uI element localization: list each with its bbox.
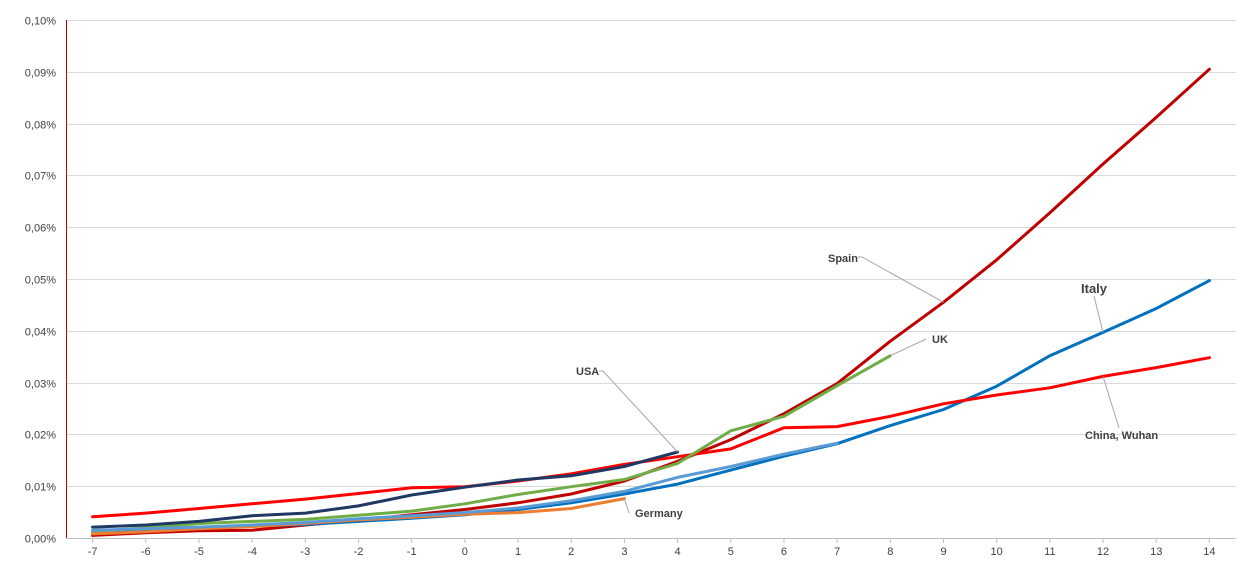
x-tick-label: 4 xyxy=(675,546,681,558)
series-line-italy xyxy=(91,279,1211,533)
x-tick-label: 9 xyxy=(940,546,946,558)
x-tick-label: 12 xyxy=(1097,546,1109,558)
x-tick-label: 8 xyxy=(887,546,893,558)
x-tick-label: -7 xyxy=(88,546,98,558)
x-tick-label: -1 xyxy=(407,546,417,558)
y-tick-label: 0,03% xyxy=(25,379,56,391)
series-line-spain xyxy=(91,67,1211,537)
series-line-uk xyxy=(91,354,892,534)
x-tick-label: 13 xyxy=(1150,546,1162,558)
y-tick-label: 0,07% xyxy=(25,171,56,183)
callout-label-uk: UK xyxy=(932,334,948,346)
leader-line-china-wuhan xyxy=(1102,376,1120,429)
leader-line-uk xyxy=(890,338,927,357)
series-line-usa xyxy=(91,450,680,529)
leader-line-germany xyxy=(623,498,630,514)
x-tick-label: -3 xyxy=(300,546,310,558)
y-tick-label: 0,08% xyxy=(25,120,56,132)
x-tick-label: 2 xyxy=(568,546,574,558)
gridlines xyxy=(66,20,1236,487)
y-axis: 0,00% 0,01% 0,02% 0,03% 0,04% 0,05% 0,06% 0,07%… xyxy=(25,16,67,546)
callout-label-china-wuhan: China, Wuhan xyxy=(1085,430,1158,442)
leader-line-italy xyxy=(1093,295,1104,333)
x-tick-label: 1 xyxy=(515,546,521,558)
x-tick-label: 6 xyxy=(781,546,787,558)
x-tick-label: 11 xyxy=(1044,546,1055,558)
x-tick-label: -5 xyxy=(194,546,204,558)
x-tick-label: 14 xyxy=(1203,546,1215,558)
leader-line-spain xyxy=(861,256,944,303)
series-line-china-wuhan xyxy=(91,356,1211,519)
callout-label-spain: Spain xyxy=(828,253,858,265)
callout-label-germany: Germany xyxy=(635,508,684,520)
y-tick-label: 0,06% xyxy=(25,223,56,235)
series-lines xyxy=(91,67,1211,537)
y-tick-label: 0,05% xyxy=(25,275,56,287)
x-tick-label: -2 xyxy=(354,546,364,558)
y-tick-label: 0,04% xyxy=(25,327,56,339)
y-tick-label: 0,01% xyxy=(25,482,56,494)
x-axis: -7 -6 -5 -4 -3 -2 -1 0 1 2 3 4 5 6 7 8 9 10 11 12 13 14 xyxy=(66,538,1236,558)
series-line-unlabeled xyxy=(91,441,839,532)
leader-line-usa xyxy=(602,370,678,453)
series-callouts: Spain Italy China, Wuhan UK USA Germany xyxy=(576,253,1158,520)
y-tick-label: 0,00% xyxy=(25,534,56,546)
callout-label-usa: USA xyxy=(576,366,599,378)
x-tick-label: 10 xyxy=(991,546,1003,558)
callout-label-italy: Italy xyxy=(1081,281,1108,296)
y-tick-label: 0,02% xyxy=(25,430,56,442)
y-tick-label: 0,09% xyxy=(25,68,56,80)
x-tick-label: -6 xyxy=(141,546,151,558)
x-tick-label: 0 xyxy=(462,546,468,558)
y-tick-label: 0,10% xyxy=(25,16,56,28)
x-tick-label: 7 xyxy=(834,546,840,558)
x-tick-label: 5 xyxy=(728,546,734,558)
x-tick-label: 3 xyxy=(621,546,627,558)
x-tick-label: -4 xyxy=(247,546,257,558)
